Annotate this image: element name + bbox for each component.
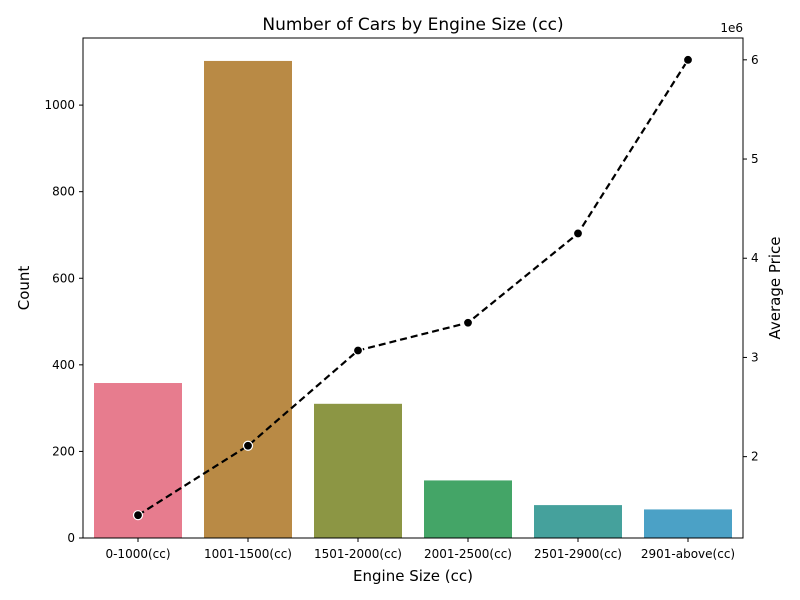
- y-tick-label: 0: [67, 531, 75, 545]
- y2-tick-label: 6: [751, 53, 759, 67]
- x-axis-label: Engine Size (cc): [353, 567, 473, 585]
- price-point-1501-2000(cc): [352, 345, 364, 356]
- bar-series: [94, 60, 732, 538]
- x-tick-label: 1001-1500(cc): [204, 547, 292, 561]
- x-tick-label: 2501-2900(cc): [534, 547, 622, 561]
- price-point-2501-2900(cc): [572, 228, 584, 239]
- y-axis-right: 2 3 4 5 6: [743, 53, 759, 464]
- price-line: [137, 59, 689, 517]
- x-tick-label: 1501-2000(cc): [314, 547, 402, 561]
- y2-tick-label: 5: [751, 152, 759, 166]
- y-tick-label: 200: [52, 444, 75, 458]
- price-point-0-1000(cc): [132, 510, 144, 521]
- y-tick-label: 800: [52, 185, 75, 199]
- price-point-2901-above(cc): [682, 54, 694, 65]
- y2-axis-label: Average Price: [766, 237, 784, 340]
- bar-2001-2500(cc): [424, 480, 512, 538]
- y2-tick-label: 3: [751, 350, 759, 364]
- bar-2501-2900(cc): [534, 505, 622, 538]
- plot-frame: [82, 37, 744, 539]
- chart-title: Number of Cars by Engine Size (cc): [262, 15, 563, 35]
- y-tick-label: 1000: [44, 98, 75, 112]
- y-axis-left: 0 200 400 600 800 1000: [44, 98, 83, 545]
- x-axis: 0-1000(cc) 1001-1500(cc) 1501-2000(cc) 2001…: [105, 538, 735, 561]
- bar-2901-above(cc): [644, 509, 732, 538]
- price-point-2001-2500(cc): [462, 317, 474, 328]
- y2-offset-label: 1e6: [720, 21, 743, 35]
- price-point-1001-1500(cc): [242, 440, 254, 451]
- x-tick-label: 2001-2500(cc): [424, 547, 512, 561]
- y-tick-label: 600: [52, 271, 75, 285]
- y-tick-label: 400: [52, 358, 75, 372]
- x-tick-label: 2901-above(cc): [641, 547, 735, 561]
- y2-tick-label: 2: [751, 450, 759, 464]
- x-tick-label: 0-1000(cc): [105, 547, 170, 561]
- bar-1501-2000(cc): [314, 403, 402, 538]
- y-axis-label: Count: [15, 266, 33, 311]
- bar-1001-1500(cc): [204, 60, 292, 538]
- y2-tick-label: 4: [751, 251, 759, 265]
- price-line-series: [132, 54, 694, 521]
